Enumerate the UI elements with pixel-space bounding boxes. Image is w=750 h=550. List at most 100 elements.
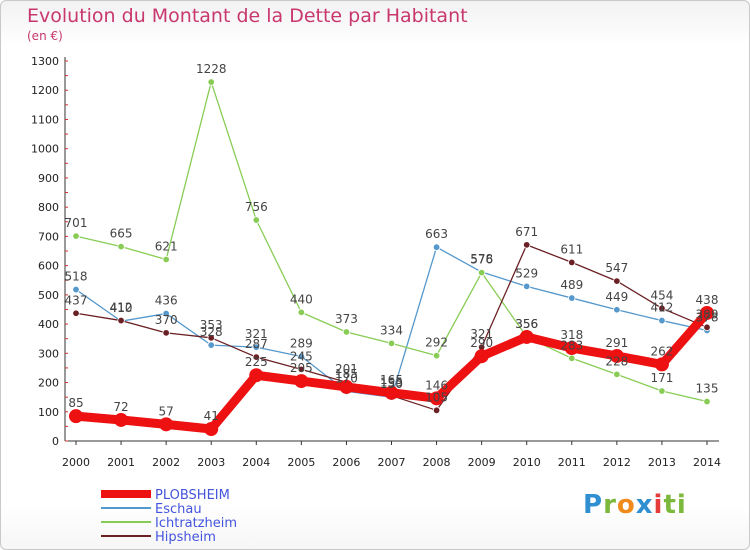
data-labels-layer: 518 410 436 328 321 289 170 150 663 578 529 489 449 4… bbox=[65, 62, 719, 423]
data-label: 318 bbox=[560, 328, 583, 342]
data-point bbox=[252, 343, 260, 351]
data-point bbox=[703, 397, 711, 406]
data-label: 621 bbox=[155, 239, 178, 253]
data-label: 291 bbox=[605, 336, 628, 350]
data-point bbox=[72, 232, 80, 240]
data-label: 290 bbox=[470, 336, 493, 350]
data-point bbox=[297, 308, 306, 317]
data-label: 373 bbox=[335, 312, 358, 326]
data-point bbox=[162, 309, 170, 318]
data-label: 292 bbox=[425, 336, 448, 350]
data-label: 454 bbox=[650, 288, 673, 302]
x-tick-label: 2010 bbox=[513, 456, 541, 469]
data-label: 547 bbox=[605, 261, 628, 275]
y-tick-label: 300 bbox=[38, 347, 59, 360]
data-point bbox=[568, 294, 576, 302]
data-label: 328 bbox=[200, 325, 223, 339]
logo-letter: x bbox=[635, 490, 654, 520]
data-point bbox=[703, 323, 711, 331]
data-point bbox=[568, 258, 576, 267]
data-label: 438 bbox=[696, 293, 719, 307]
x-tick-label: 2008 bbox=[423, 456, 451, 469]
data-label: 334 bbox=[380, 323, 403, 337]
data-label: 440 bbox=[290, 292, 313, 306]
data-label: 146 bbox=[425, 378, 448, 392]
data-label: 370 bbox=[155, 313, 178, 327]
y-tick-label: 800 bbox=[38, 201, 59, 214]
data-point bbox=[429, 391, 444, 406]
logo-letter: r bbox=[603, 490, 617, 520]
data-label: 436 bbox=[155, 294, 178, 308]
data-label: 201 bbox=[335, 362, 358, 376]
data-point bbox=[432, 406, 441, 415]
data-label: 671 bbox=[515, 225, 538, 239]
data-point bbox=[658, 316, 666, 325]
y-tick-label: 1200 bbox=[31, 84, 59, 97]
data-point bbox=[519, 329, 534, 344]
data-label: 72 bbox=[113, 400, 128, 414]
y-tick-label: 900 bbox=[38, 172, 59, 185]
data-point bbox=[613, 306, 621, 314]
data-label: 57 bbox=[159, 404, 174, 418]
data-point bbox=[613, 277, 621, 285]
data-point bbox=[249, 368, 264, 383]
data-label: 321 bbox=[245, 327, 268, 341]
x-tick-label: 2001 bbox=[107, 456, 135, 469]
legend-label: Eschau bbox=[155, 502, 202, 517]
x-tick-label: 2004 bbox=[242, 456, 270, 469]
data-point bbox=[294, 374, 309, 389]
y-tick-label: 1000 bbox=[31, 143, 59, 156]
x-tick-label: 2005 bbox=[287, 456, 315, 469]
legend-label: Hipsheim bbox=[155, 530, 216, 545]
data-label: 353 bbox=[200, 318, 223, 332]
data-label: 135 bbox=[696, 382, 719, 396]
data-point bbox=[523, 282, 531, 291]
x-tick-label: 2002 bbox=[152, 456, 180, 469]
data-label: 245 bbox=[290, 349, 313, 363]
data-point bbox=[613, 370, 621, 379]
data-point bbox=[297, 352, 306, 361]
data-label: 171 bbox=[650, 371, 673, 385]
data-label: 262 bbox=[650, 344, 673, 358]
data-label: 41 bbox=[204, 409, 219, 423]
y-tick-label: 700 bbox=[38, 230, 59, 243]
data-label: 170 bbox=[335, 371, 358, 385]
x-tick-label: 2000 bbox=[62, 456, 90, 469]
data-label: 1228 bbox=[196, 62, 227, 76]
x-tick-label: 2013 bbox=[648, 456, 676, 469]
data-label: 756 bbox=[245, 200, 268, 214]
y-tick-label: 100 bbox=[38, 406, 59, 419]
x-tick-label: 2007 bbox=[378, 456, 406, 469]
data-point bbox=[297, 365, 306, 374]
data-label: 389 bbox=[696, 307, 719, 321]
data-point bbox=[432, 351, 441, 360]
data-label: 489 bbox=[560, 278, 583, 292]
data-label: 665 bbox=[110, 227, 133, 241]
data-point bbox=[342, 328, 351, 336]
data-point bbox=[207, 78, 215, 86]
chart-axes: 0 100 200 300 400 500 600 700 800 900 1000 1100 1200… bbox=[31, 55, 721, 469]
logo-letter: P bbox=[583, 490, 604, 520]
y-tick-label: 1100 bbox=[31, 113, 59, 126]
legend-label: PLOBSHEIM bbox=[155, 488, 230, 503]
data-point bbox=[114, 412, 129, 427]
data-label: 529 bbox=[515, 266, 538, 280]
data-point bbox=[207, 334, 215, 342]
data-label: 289 bbox=[290, 337, 313, 351]
data-point bbox=[252, 353, 260, 361]
data-label: 150 bbox=[380, 377, 403, 391]
data-label: 283 bbox=[560, 338, 583, 352]
data-point bbox=[69, 409, 83, 424]
chart-title: Evolution du Montant de la Dette par Hab… bbox=[27, 5, 468, 27]
logo-letter: ti bbox=[663, 490, 687, 520]
data-label: 356 bbox=[515, 317, 538, 331]
data-label: 85 bbox=[68, 396, 83, 410]
data-point bbox=[700, 305, 714, 320]
data-point bbox=[339, 379, 354, 394]
data-point bbox=[117, 242, 125, 251]
logo-letter: o bbox=[616, 490, 636, 520]
data-point bbox=[387, 339, 396, 348]
legend-label: Ichtratzheim bbox=[155, 516, 237, 531]
